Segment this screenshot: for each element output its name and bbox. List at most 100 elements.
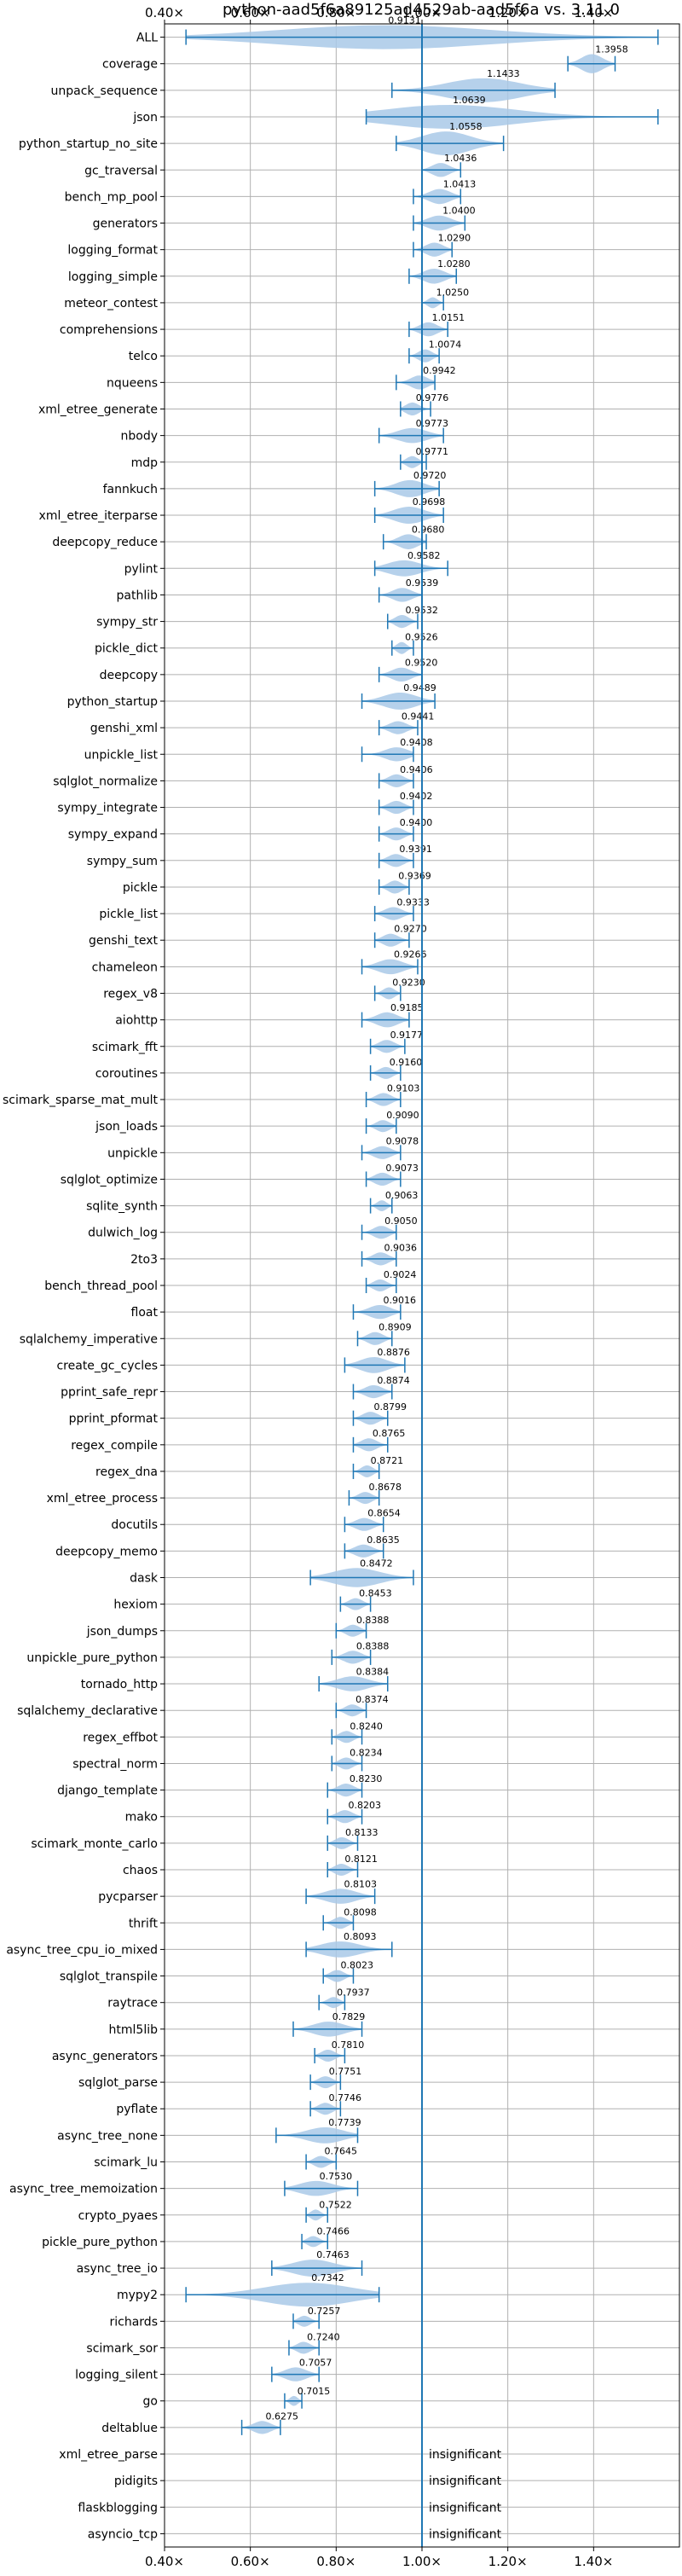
value-label: 0.9402 bbox=[400, 791, 433, 802]
row-label: comprehensions bbox=[60, 323, 158, 337]
x-tick-label-bottom: 1.00× bbox=[402, 2554, 442, 2569]
row-label: sqlite_synth bbox=[86, 1200, 158, 1214]
row-label: xml_etree_parse bbox=[59, 2448, 158, 2462]
row-label: scimark_sparse_mat_mult bbox=[3, 1094, 158, 1107]
row-label: deepcopy_reduce bbox=[52, 536, 158, 549]
value-label: 0.7463 bbox=[316, 2249, 350, 2260]
row-label: python_startup bbox=[67, 695, 158, 709]
value-label: 0.8133 bbox=[345, 1827, 379, 1838]
value-label: 0.8093 bbox=[344, 1931, 377, 1942]
value-label: 1.0436 bbox=[444, 153, 477, 164]
value-label: 0.7937 bbox=[337, 1987, 370, 1998]
value-label: 0.7240 bbox=[307, 2331, 340, 2342]
row-label: regex_dna bbox=[95, 1465, 158, 1479]
row-label: unpickle bbox=[107, 1146, 158, 1160]
value-label: 0.9680 bbox=[412, 524, 444, 535]
x-tick-label-bottom: 0.40× bbox=[145, 2554, 184, 2569]
value-label: 1.0413 bbox=[443, 179, 477, 190]
value-label: 0.9177 bbox=[390, 1030, 424, 1041]
row-label: regex_v8 bbox=[103, 987, 158, 1001]
x-tick-label-top: 0.40× bbox=[145, 5, 184, 20]
row-label: nbody bbox=[121, 430, 159, 444]
value-label: 0.8799 bbox=[374, 1401, 407, 1413]
row-label: telco bbox=[129, 350, 158, 363]
value-label: 0.8103 bbox=[344, 1878, 378, 1889]
row-label: json bbox=[132, 111, 158, 125]
row-label: spectral_norm bbox=[72, 1757, 158, 1771]
row-label: gc_traversal bbox=[84, 164, 158, 177]
row-label: regex_effbot bbox=[83, 1731, 158, 1744]
insignificant-label: insignificant bbox=[429, 2501, 502, 2515]
row-label: mdp bbox=[131, 456, 159, 470]
value-label: 0.7739 bbox=[328, 2117, 361, 2128]
value-label: 0.9771 bbox=[415, 446, 448, 457]
value-label: 0.7810 bbox=[332, 2039, 365, 2051]
value-label: 0.7257 bbox=[308, 2306, 341, 2317]
row-label: genshi_text bbox=[89, 934, 159, 948]
value-label: 1.3958 bbox=[595, 44, 628, 55]
x-tick-label-top: 0.80× bbox=[316, 5, 355, 20]
row-label: sympy_str bbox=[96, 616, 158, 629]
value-label: 0.9073 bbox=[385, 1163, 419, 1174]
row-label: mako bbox=[125, 1811, 158, 1825]
value-label: 0.9036 bbox=[384, 1242, 417, 1253]
insignificant-label: insignificant bbox=[429, 2448, 502, 2462]
chart-title: python-aad5f6a89125ad4529ab-aad5f6a vs. … bbox=[223, 1, 620, 19]
row-label: ALL bbox=[136, 32, 158, 45]
value-label: 0.9773 bbox=[416, 418, 449, 429]
row-label: sqlglot_transpile bbox=[60, 1970, 158, 1984]
value-label: 0.9408 bbox=[400, 737, 433, 748]
value-label: 1.0558 bbox=[449, 121, 483, 132]
value-label: 0.7645 bbox=[324, 2146, 357, 2157]
insignificant-label: insignificant bbox=[429, 2474, 502, 2488]
row-label: pprint_safe_repr bbox=[61, 1386, 158, 1400]
value-label: 0.8023 bbox=[340, 1960, 373, 1971]
x-tick-label-top: 1.20× bbox=[488, 5, 528, 20]
row-label: deepcopy bbox=[100, 669, 158, 682]
row-label: django_template bbox=[57, 1784, 158, 1798]
value-label: 0.8240 bbox=[350, 1720, 383, 1732]
value-label: 0.7057 bbox=[299, 2357, 332, 2368]
row-label: deepcopy_memo bbox=[55, 1545, 158, 1558]
value-label: 0.9103 bbox=[387, 1082, 420, 1094]
value-label: 0.9270 bbox=[394, 924, 427, 935]
row-label: json_loads bbox=[95, 1120, 158, 1134]
value-label: 0.8721 bbox=[371, 1455, 404, 1466]
value-label: 0.7522 bbox=[319, 2199, 352, 2210]
row-label: hexiom bbox=[113, 1598, 158, 1612]
row-label: unpack_sequence bbox=[51, 84, 158, 98]
row-label: deltablue bbox=[101, 2422, 158, 2435]
value-label: 0.9185 bbox=[390, 1002, 424, 1013]
value-label: 0.9131 bbox=[388, 15, 421, 26]
row-label: genshi_xml bbox=[90, 722, 158, 735]
value-label: 0.7342 bbox=[311, 2272, 344, 2283]
value-label: 0.8654 bbox=[367, 1508, 401, 1519]
value-label: 0.9369 bbox=[398, 870, 431, 881]
value-label: 0.6275 bbox=[266, 2411, 299, 2422]
row-label: float bbox=[131, 1306, 159, 1320]
value-label: 1.0151 bbox=[432, 312, 465, 323]
value-label: 0.8472 bbox=[360, 1558, 393, 1569]
value-label: 0.9050 bbox=[384, 1215, 418, 1227]
axis-layer: 0.40× 0.40× 0.60× 0.60× 0.80× 0.80× 1.00× 1.00×… bbox=[3, 5, 680, 2569]
row-label: python_startup_no_site bbox=[19, 137, 158, 151]
row-label: html5lib bbox=[109, 2023, 159, 2037]
row-label: asyncio_tcp bbox=[88, 2527, 158, 2541]
value-label: 0.8388 bbox=[356, 1640, 390, 1651]
row-label: bench_thread_pool bbox=[44, 1279, 158, 1293]
row-label: async_tree_memoization bbox=[9, 2183, 158, 2196]
row-label: json_dumps bbox=[86, 1625, 158, 1639]
value-label: 1.0074 bbox=[429, 339, 462, 351]
value-label: 0.8909 bbox=[379, 1322, 412, 1333]
row-label: crypto_pyaes bbox=[78, 2209, 158, 2223]
value-label: 0.8635 bbox=[367, 1535, 400, 1546]
value-label: 0.9441 bbox=[402, 711, 435, 722]
row-label: dulwich_log bbox=[88, 1227, 158, 1240]
row-label: bench_mp_pool bbox=[65, 190, 158, 204]
value-label: 0.8678 bbox=[368, 1482, 402, 1493]
value-label: 0.9391 bbox=[399, 844, 432, 855]
x-tick-label-top: 1.40× bbox=[574, 5, 613, 20]
row-label: scimark_sor bbox=[86, 2341, 158, 2355]
row-label: xml_etree_generate bbox=[38, 403, 158, 416]
